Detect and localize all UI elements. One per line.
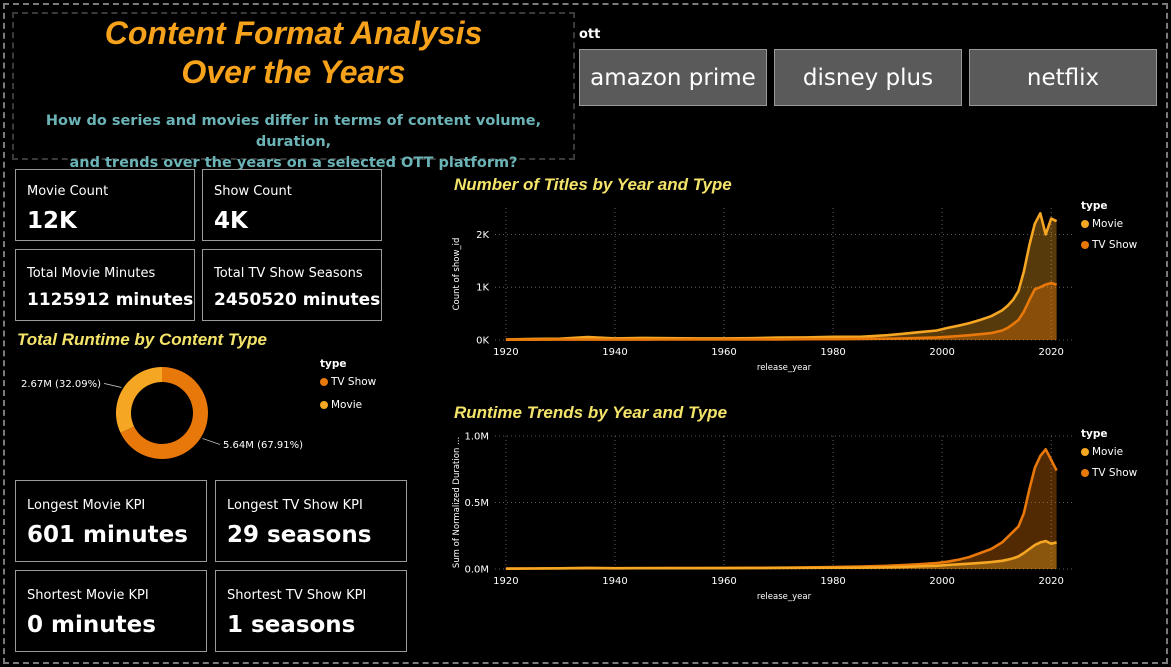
- runtime-legend-item-tv-show[interactable]: TV Show: [1081, 467, 1137, 479]
- donut-legend-item-tv-show[interactable]: TV Show: [320, 376, 376, 388]
- area-fill-tv-show: [505, 449, 1057, 569]
- donut-leader-line: [202, 438, 221, 445]
- legend-label: TV Show: [331, 376, 377, 388]
- kpi-value: 29 seasons: [227, 522, 372, 548]
- donut-slice-tv-show: [120, 367, 209, 459]
- x-tick-label: 2000: [929, 576, 954, 587]
- legend-dot: [320, 378, 328, 386]
- x-tick-label: 1980: [820, 347, 845, 358]
- y-tick-label: 1K: [476, 283, 489, 294]
- kpi-label: Total TV Show Seasons: [214, 266, 363, 281]
- ott-slicer-label: ott: [579, 27, 601, 42]
- ott-option-amazon-prime[interactable]: amazon prime: [579, 49, 767, 106]
- kpi-value: 0 minutes: [27, 612, 156, 638]
- titles-chart-title: Number of Titles by Year and Type: [454, 175, 732, 194]
- y-axis-title: Count of show_id: [452, 238, 462, 311]
- kpi-value: 2450520 minutes: [214, 290, 381, 310]
- kpi-value: 4K: [214, 208, 248, 234]
- legend-label: TV Show: [1092, 467, 1138, 479]
- page-subtitle-line2: and trends over the years on a selected …: [69, 155, 518, 171]
- y-tick-label: 0K: [476, 336, 489, 347]
- x-tick-label: 1940: [602, 347, 627, 358]
- titles-legend-item-tv-show[interactable]: TV Show: [1081, 239, 1137, 251]
- titles-legend-title: type: [1081, 200, 1108, 212]
- donut-chart: 5.64M (67.91%) 2.67M (32.09%): [21, 367, 303, 459]
- kpi-card-longest-tv-show: Longest TV Show KPI 29 seasons: [215, 480, 407, 562]
- y-tick-label: 0.5M: [464, 498, 489, 509]
- x-tick-label: 2020: [1038, 347, 1063, 358]
- legend-label: Movie: [331, 399, 363, 411]
- y-tick-label: 2K: [476, 230, 489, 241]
- kpi-value: 601 minutes: [27, 522, 188, 548]
- donut-chart-title: Total Runtime by Content Type: [17, 330, 267, 349]
- legend-label: Movie: [1092, 446, 1124, 458]
- legend-label: TV Show: [1092, 239, 1138, 251]
- x-tick-label: 1920: [493, 347, 518, 358]
- kpi-label: Movie Count: [27, 184, 109, 199]
- y-tick-label: 0.0M: [464, 565, 489, 576]
- page-title-line2: Over the Years: [181, 54, 406, 90]
- legend-dot: [1081, 469, 1089, 477]
- legend-label: Movie: [1092, 218, 1124, 230]
- titles-area-chart: 0K 1K 2K 1920 1940 1960 1980 2000 2020 release_ye…: [452, 208, 1073, 373]
- legend-dot: [1081, 220, 1089, 228]
- kpi-card-shortest-movie: Shortest Movie KPI 0 minutes: [15, 570, 207, 652]
- ott-option-netflix[interactable]: netflix: [969, 49, 1157, 106]
- page-title-line1: Content Format Analysis: [104, 15, 483, 51]
- kpi-card-movie-count: Movie Count 12K: [15, 169, 195, 241]
- page-subtitle-line1: How do series and movies differ in terms…: [45, 113, 542, 150]
- area-fill-movie: [505, 213, 1057, 340]
- kpi-label: Longest TV Show KPI: [227, 498, 363, 513]
- kpi-card-longest-movie: Longest Movie KPI 601 minutes: [15, 480, 207, 562]
- x-tick-label: 1960: [711, 347, 736, 358]
- donut-slice-movie: [116, 367, 162, 433]
- area-fill-movie: [505, 541, 1057, 569]
- y-tick-label: 1.0M: [464, 432, 489, 443]
- kpi-card-show-count: Show Count 4K: [202, 169, 382, 241]
- page-title: Content Format Analysis Over the Years: [12, 14, 575, 92]
- legend-dot: [320, 401, 328, 409]
- x-tick-label: 2000: [929, 347, 954, 358]
- donut-data-label: 5.64M (67.91%): [223, 440, 303, 451]
- kpi-label: Shortest Movie KPI: [27, 588, 149, 603]
- titles-legend-item-movie[interactable]: Movie: [1081, 218, 1123, 230]
- kpi-value: 12K: [27, 208, 77, 234]
- series-line-tv-show: [505, 281, 1057, 341]
- kpi-card-total-tv-show-seasons: Total TV Show Seasons 2450520 minutes: [202, 249, 382, 321]
- donut-data-label: 2.67M (32.09%): [21, 379, 101, 390]
- y-axis-title: Sum of Normalized Duration ...: [452, 437, 462, 568]
- kpi-label: Total Movie Minutes: [27, 266, 156, 281]
- runtime-chart-title: Runtime Trends by Year and Type: [454, 403, 728, 422]
- legend-dot: [1081, 448, 1089, 456]
- runtime-legend-item-movie[interactable]: Movie: [1081, 446, 1123, 458]
- runtime-legend-title: type: [1081, 428, 1108, 440]
- x-tick-label: 1980: [820, 576, 845, 587]
- kpi-label: Show Count: [214, 184, 292, 199]
- series-line-movie: [505, 539, 1057, 570]
- donut-legend-title: type: [320, 358, 347, 370]
- x-tick-label: 1940: [602, 576, 627, 587]
- donut-legend-item-movie[interactable]: Movie: [320, 399, 362, 411]
- kpi-value: 1 seasons: [227, 612, 356, 638]
- area-fill-tv-show: [505, 283, 1057, 340]
- x-tick-label: 2020: [1038, 576, 1063, 587]
- kpi-label: Longest Movie KPI: [27, 498, 146, 513]
- runtime-area-chart: 0.0M 0.5M 1.0M 1920 1940 1960 1980 2000 2020 rele…: [452, 432, 1073, 602]
- series-line-movie: [505, 212, 1058, 341]
- title-panel: [12, 12, 575, 160]
- legend-dot: [1081, 241, 1089, 249]
- x-axis-title: release_year: [757, 363, 812, 373]
- x-axis-title: release_year: [757, 592, 812, 602]
- x-tick-label: 1960: [711, 576, 736, 587]
- donut-leader-line: [103, 383, 122, 388]
- kpi-card-shortest-tv-show: Shortest TV Show KPI 1 seasons: [215, 570, 407, 652]
- kpi-card-total-movie-minutes: Total Movie Minutes 1125912 minutes: [15, 249, 195, 321]
- series-line-tv-show: [505, 448, 1058, 570]
- kpi-label: Shortest TV Show KPI: [227, 588, 367, 603]
- kpi-value: 1125912 minutes: [27, 290, 194, 310]
- page-subtitle: How do series and movies differ in terms…: [12, 111, 575, 174]
- ott-option-disney-plus[interactable]: disney plus: [774, 49, 962, 106]
- x-tick-label: 1920: [493, 576, 518, 587]
